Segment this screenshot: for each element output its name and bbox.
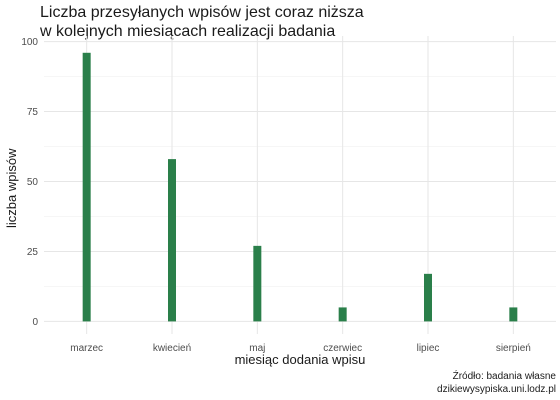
chart-title-line-1: Liczba przesyłanych wpisów jest coraz ni… [40,4,364,21]
y-tick-label: 0 [32,317,38,328]
bar-sierpień [509,307,518,322]
bar-kwiecień [168,159,176,322]
y-tick-label: 25 [27,247,39,258]
bar-maj [253,245,262,322]
bar-czerwiec [338,307,347,322]
bars [82,52,518,322]
y-tick-label: 75 [27,107,39,118]
x-tick-label: czerwiec [323,343,362,354]
y-axis-label: liczba wpisów [4,148,19,228]
x-axis-label: miesiąc dodania wpisu [234,352,366,367]
caption-url: dzikiewysypiska.uni.lodz.pl [437,384,556,395]
x-tick-label: sierpień [496,343,531,354]
bar-marzec [82,52,91,322]
chart-title-line-2: w kolejnych miesiącach realizacji badani… [40,23,336,40]
x-tick-label: maj [249,343,265,354]
y-tick-label: 100 [21,37,38,48]
y-tick-label: 50 [27,177,39,188]
x-tick-label: marzec [70,343,103,354]
x-tick-labels: marzec kwiecień maj czerwiec lipiec sierpień [70,343,531,354]
bar-lipiec [424,273,432,322]
chart-title: Liczba przesyłanych wpisów jest coraz ni… [40,3,364,41]
y-tick-labels: 0 25 50 75 100 [21,37,38,328]
source-caption: Źródło: badania własne dzikiewysypiska.u… [437,370,556,396]
x-tick-label: lipiec [417,343,440,354]
caption-source: Źródło: badania własne [452,371,556,382]
grid-lines [44,36,556,334]
x-tick-label: kwiecień [153,343,191,354]
